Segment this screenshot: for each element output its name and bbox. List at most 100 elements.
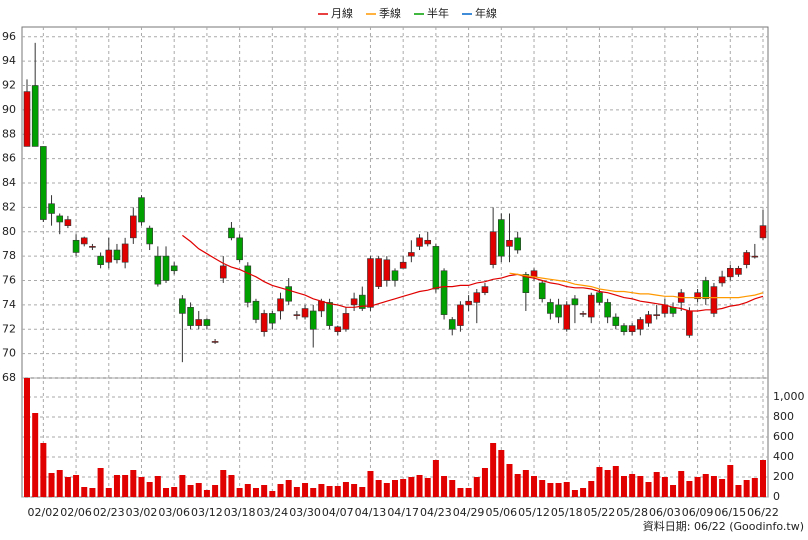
volume-bar (457, 488, 464, 497)
y-tick-label: 80 (2, 225, 16, 238)
volume-bar (310, 488, 317, 497)
volume-bar (686, 481, 693, 497)
volume-bar (449, 480, 456, 497)
candle-body (375, 258, 382, 287)
candle-body (277, 298, 284, 312)
volume-bar (269, 491, 276, 497)
volume-bar (465, 488, 472, 497)
volume-bar (32, 413, 39, 497)
volume-bar (138, 477, 145, 497)
y2-tick-label: 0 (773, 490, 780, 503)
x-tick-label: 05/06 (485, 506, 517, 519)
volume-bar (122, 475, 129, 497)
candle-body (130, 215, 137, 239)
volume-bar (163, 488, 170, 497)
y-tick-label: 86 (2, 152, 16, 165)
y2-tick-label: 400 (773, 450, 794, 463)
candle-body (219, 265, 227, 279)
volume-bar (236, 488, 243, 497)
y2-tick-label: 200 (773, 470, 794, 483)
volume-bar (56, 470, 63, 497)
volume-bar (64, 477, 71, 497)
candle-body (97, 255, 104, 265)
volume-bar (81, 487, 88, 497)
x-tick-label: 05/22 (584, 506, 616, 519)
candle-body (587, 294, 595, 318)
y-tick-label: 90 (2, 103, 16, 116)
candle-body (448, 319, 456, 330)
volume-bar (171, 487, 178, 497)
candle-body (408, 252, 415, 257)
volume-bar (48, 473, 55, 497)
volume-bar (375, 480, 382, 497)
x-tick-label: 04/29 (453, 506, 485, 519)
x-tick-label: 04/23 (420, 506, 452, 519)
candle-body (637, 319, 644, 330)
volume-bar (342, 482, 349, 497)
candle-body (710, 286, 718, 314)
candle-body (645, 314, 652, 324)
candle-body (170, 265, 178, 272)
y2-tick-label: 800 (773, 410, 794, 423)
volume-bar (473, 477, 480, 497)
legend-label: 季線 (379, 6, 401, 20)
x-tick-label: 05/12 (518, 506, 550, 519)
candle-body (440, 270, 448, 315)
x-tick-label: 03/30 (289, 506, 321, 519)
volume-bar (522, 470, 529, 497)
candle-body (506, 239, 513, 247)
candle-body (89, 246, 96, 248)
candle-body (121, 243, 129, 263)
candle-body (367, 258, 374, 308)
x-tick-label: 04/13 (355, 506, 387, 519)
candle-body (612, 316, 620, 326)
volume-bar (604, 470, 611, 497)
y-tick-label: 76 (2, 274, 16, 287)
volume-bar (351, 484, 358, 497)
candle-body (489, 231, 497, 265)
volume-bar (481, 468, 488, 497)
candle-body (457, 304, 464, 326)
x-tick-label: 06/22 (747, 506, 779, 519)
candle-body (514, 237, 521, 251)
candle-body (195, 319, 203, 326)
y-tick-label: 88 (2, 127, 16, 140)
legend-label: 月線 (331, 6, 353, 20)
volume-bar (735, 485, 742, 497)
volume-bar (203, 490, 210, 497)
volume-bar (367, 471, 374, 497)
candle-body (64, 219, 72, 226)
x-tick-label: 02/23 (93, 506, 125, 519)
volume-bar (416, 475, 423, 497)
candle-body (473, 292, 481, 303)
volume-bar (326, 486, 333, 497)
y-tick-label: 74 (2, 298, 16, 311)
volume-bar (506, 464, 513, 497)
candle-body (244, 265, 252, 303)
candle-body (179, 298, 186, 314)
candle-body (718, 276, 726, 284)
volume-bar (571, 490, 578, 497)
volume-bar (751, 478, 758, 497)
volume-bar (285, 480, 292, 497)
volume-bar (146, 482, 153, 497)
x-tick-label: 05/18 (551, 506, 583, 519)
y-tick-label: 82 (2, 200, 16, 213)
candle-body (309, 310, 317, 330)
volume-bar (130, 470, 137, 497)
volume-bar (596, 467, 603, 497)
volume-bar (212, 485, 219, 497)
candle-body (399, 261, 407, 269)
candle-body (498, 219, 505, 257)
x-tick-label: 06/03 (649, 506, 681, 519)
volume-bar (563, 482, 570, 497)
candle-body (162, 255, 170, 281)
candle-body (547, 302, 554, 314)
volume-bar (539, 480, 546, 497)
candle-body (105, 249, 113, 263)
volume-bar (645, 482, 652, 497)
x-tick-label: 03/24 (256, 506, 288, 519)
volume-bar (392, 480, 398, 497)
candle-body (23, 91, 31, 147)
volume-bar (514, 474, 521, 497)
